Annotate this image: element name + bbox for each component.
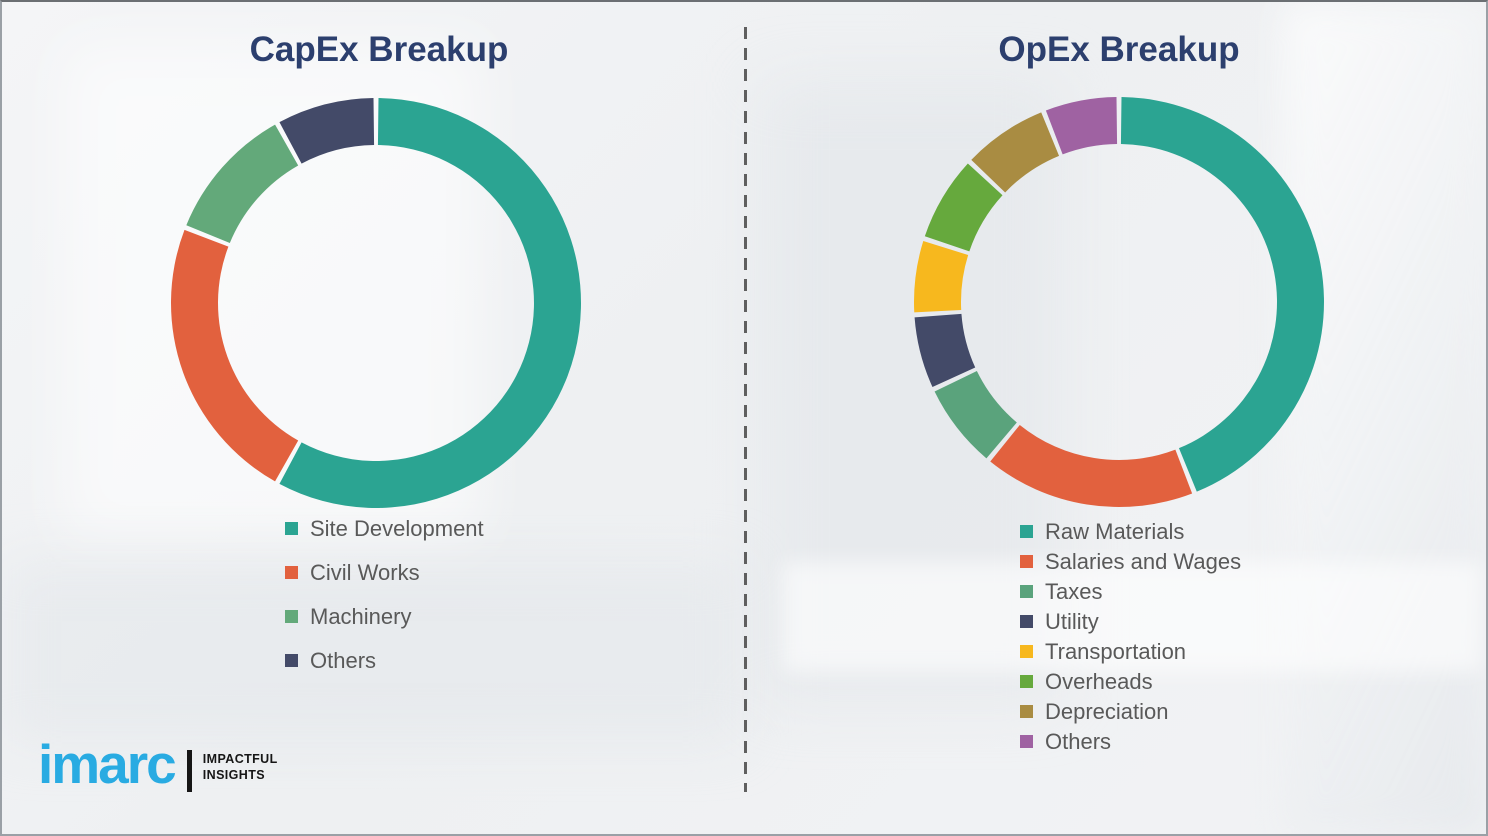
legend-item-civil-works: Civil Works — [285, 561, 484, 584]
legend-label: Depreciation — [1045, 699, 1169, 724]
legend-item-raw-materials: Raw Materials — [1020, 520, 1241, 543]
legend-swatch-taxes — [1020, 585, 1033, 598]
logo-tagline-line2: INSIGHTS — [202, 768, 265, 782]
legend-swatch-utility — [1020, 615, 1033, 628]
opex-chart-title: OpEx Breakup — [998, 30, 1240, 69]
legend-item-machinery: Machinery — [285, 605, 484, 628]
legend-swatch-transportation — [1020, 645, 1033, 658]
legend-item-others: Others — [1020, 730, 1241, 753]
donut-segment-site-development — [279, 98, 581, 509]
legend-label: Salaries and Wages — [1045, 549, 1242, 574]
donut-segment-others — [279, 98, 375, 164]
legend-label: Utility — [1045, 609, 1099, 634]
legend-swatch-others — [285, 654, 298, 667]
legend-item-transportation: Transportation — [1020, 640, 1241, 663]
legend-swatch-civil-works — [285, 566, 298, 579]
logo-tagline-line1: IMPACTFUL — [202, 752, 278, 766]
legend-swatch-machinery — [285, 610, 298, 623]
donut-segment-salaries-and-wages — [990, 424, 1193, 507]
legend-item-taxes: Taxes — [1020, 580, 1241, 603]
legend-item-site-development: Site Development — [285, 517, 484, 540]
legend-item-utility: Utility — [1020, 610, 1241, 633]
donut-segment-civil-works — [171, 229, 299, 482]
donut-segment-taxes — [934, 371, 1017, 459]
legend-label: Site Development — [310, 516, 484, 541]
capex-legend: Site Development Civil Works Machinery Othe… — [285, 517, 484, 672]
legend-label: Machinery — [310, 604, 412, 629]
legend-label: Raw Materials — [1045, 519, 1185, 544]
legend-swatch-depreciation — [1020, 705, 1033, 718]
donut-segment-transportation — [913, 241, 969, 313]
opex-donut-chart — [913, 97, 1324, 507]
donut-segment-others — [1045, 97, 1118, 155]
legend-label: Others — [310, 648, 377, 673]
divider-dashed-line — [744, 27, 747, 792]
donut-segment-machinery — [186, 124, 299, 244]
legend-swatch-raw-materials — [1020, 525, 1033, 538]
opex-legend: Raw Materials Salaries and Wages Taxes Util… — [1020, 520, 1241, 753]
legend-swatch-site-development — [285, 522, 298, 535]
capex-donut-chart — [171, 98, 581, 509]
donut-segment-raw-materials — [1120, 97, 1324, 492]
donut-segment-depreciation — [971, 112, 1060, 193]
legend-item-depreciation: Depreciation — [1020, 700, 1241, 723]
legend-label: Civil Works — [310, 560, 420, 585]
legend-item-salaries-and-wages: Salaries and Wages — [1020, 550, 1241, 573]
legend-swatch-overheads — [1020, 675, 1033, 688]
legend-item-others: Others — [285, 649, 484, 672]
legend-label: Taxes — [1045, 579, 1103, 604]
donut-segment-utility — [914, 313, 976, 388]
imarc-logo: imarc IMPACTFUL INSIGHTS — [38, 733, 278, 795]
logo-tagline: IMPACTFUL INSIGHTS — [203, 751, 278, 783]
legend-item-overheads: Overheads — [1020, 670, 1241, 693]
legend-label: Others — [1045, 729, 1112, 754]
legend-swatch-salaries-and-wages — [1020, 555, 1033, 568]
legend-label: Transportation — [1045, 639, 1187, 664]
legend-swatch-others — [1020, 735, 1033, 748]
donut-segment-overheads — [924, 163, 1003, 252]
capex-chart-title: CapEx Breakup — [249, 30, 509, 69]
imarc-logo-text: imarc — [38, 733, 177, 795]
legend-label: Overheads — [1045, 669, 1153, 694]
logo-separator-bar — [186, 750, 192, 792]
